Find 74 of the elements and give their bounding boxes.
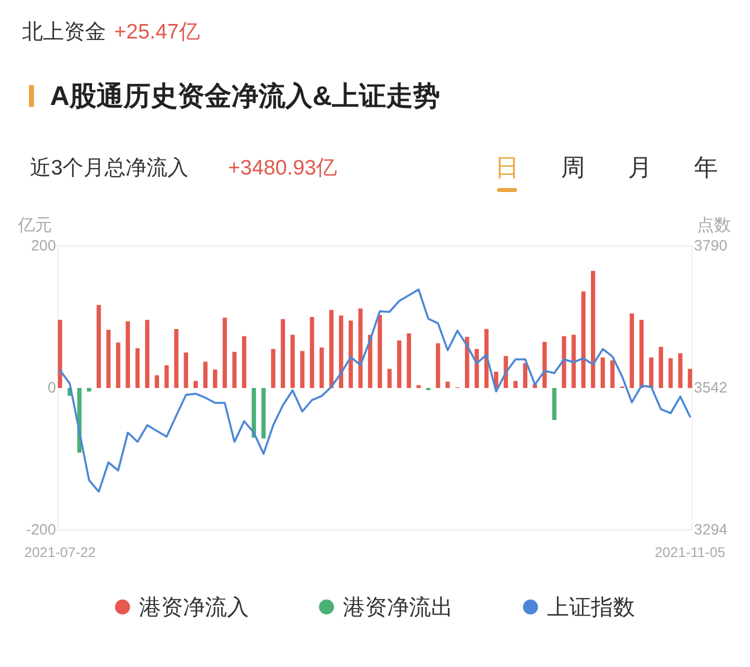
legend-label: 港资净流入 — [139, 594, 249, 620]
text: 年 — [694, 154, 718, 182]
text: +3480.93亿 — [228, 156, 338, 180]
bar — [222, 318, 227, 388]
bar — [320, 348, 324, 388]
bar — [96, 304, 101, 388]
bar — [348, 320, 353, 388]
bar — [242, 336, 246, 388]
bar — [135, 348, 140, 388]
legend-label: 上证指数 — [547, 594, 635, 620]
bar — [290, 334, 295, 388]
bar — [639, 320, 644, 388]
text: +25.47亿 — [114, 20, 200, 44]
bar — [252, 388, 256, 438]
x-tick-label: 2021-07-22 — [24, 544, 96, 560]
bar — [668, 358, 673, 388]
bar — [212, 370, 218, 388]
bar — [552, 388, 556, 420]
y2-tick-label: 3294 — [694, 522, 728, 538]
line-series — [59, 288, 691, 493]
bar — [184, 352, 188, 388]
bar — [572, 334, 576, 388]
bar — [688, 368, 692, 388]
bar — [232, 352, 237, 388]
bar — [300, 351, 304, 388]
bar — [154, 375, 160, 388]
bar — [145, 320, 150, 388]
bar — [436, 343, 440, 388]
y-tick-label: 0 — [48, 380, 56, 396]
bar — [58, 320, 62, 388]
text: 北上资金 — [22, 20, 106, 44]
bar — [397, 340, 402, 388]
y2-tick-label: 3542 — [694, 380, 728, 396]
bar — [271, 348, 276, 388]
bar — [86, 388, 92, 392]
legend-label: 港资净流出 — [343, 594, 453, 620]
bar — [513, 380, 518, 388]
bar — [194, 380, 198, 388]
bar — [310, 317, 314, 388]
bar — [378, 314, 382, 388]
bar — [387, 368, 392, 388]
bar — [474, 348, 479, 388]
y-tick-label: 200 — [30, 238, 56, 254]
bar — [203, 362, 208, 388]
bar — [590, 270, 596, 388]
chart-subtitle: 近3个月总净流入 — [30, 156, 189, 180]
bar — [610, 360, 615, 388]
bar — [581, 291, 586, 388]
bar — [630, 313, 634, 388]
text: 日 — [495, 154, 519, 182]
y-axis-title: 亿元 — [17, 216, 52, 234]
x-tick-label: 2021-11-05 — [654, 544, 726, 560]
bar — [174, 329, 178, 388]
bar — [416, 385, 421, 388]
y2-axis-title: 点数 — [697, 216, 731, 234]
bar — [126, 321, 130, 388]
bar — [649, 357, 654, 388]
bar — [406, 333, 412, 388]
y-tick-label: -200 — [26, 522, 56, 538]
text: 月 — [628, 154, 652, 182]
bar — [280, 319, 286, 388]
bar — [261, 388, 266, 438]
bar — [164, 365, 169, 388]
y2-tick-label: 3790 — [694, 238, 728, 254]
bar — [446, 382, 450, 388]
bar — [106, 330, 111, 388]
bar — [116, 342, 120, 388]
bar — [658, 346, 664, 388]
bar — [523, 363, 528, 388]
chart-title: A股通历史资金净流入&上证走势 — [50, 81, 440, 111]
bar — [678, 353, 682, 388]
bar — [329, 310, 334, 388]
text: 周 — [561, 154, 585, 182]
bar — [600, 357, 605, 388]
